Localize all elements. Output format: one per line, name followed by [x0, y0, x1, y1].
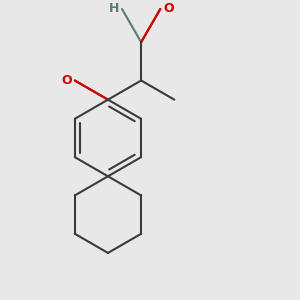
Text: O: O	[163, 2, 174, 16]
Text: O: O	[61, 74, 72, 87]
Text: H: H	[109, 2, 119, 16]
